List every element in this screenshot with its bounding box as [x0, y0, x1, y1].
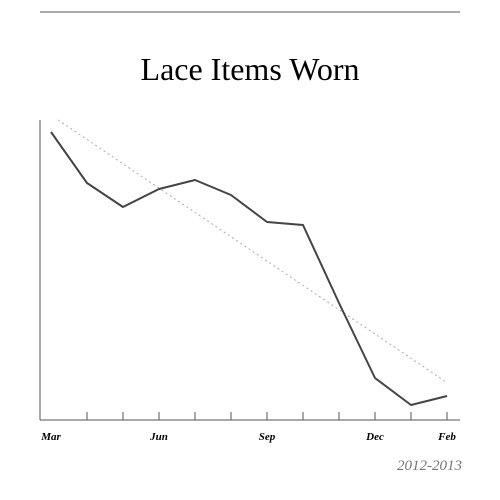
x-tick-label: Mar [40, 431, 61, 443]
data-line [50, 131, 448, 406]
subtitle: 2012-2013 [397, 458, 462, 474]
chart-title: Lace Items Worn [141, 51, 360, 87]
x-tick-label: Jun [149, 431, 168, 443]
x-tick-label: Dec [365, 431, 384, 443]
x-tick-label: Feb [437, 431, 456, 443]
trend-line [57, 119, 448, 384]
x-tick-label: Sep [259, 431, 276, 443]
